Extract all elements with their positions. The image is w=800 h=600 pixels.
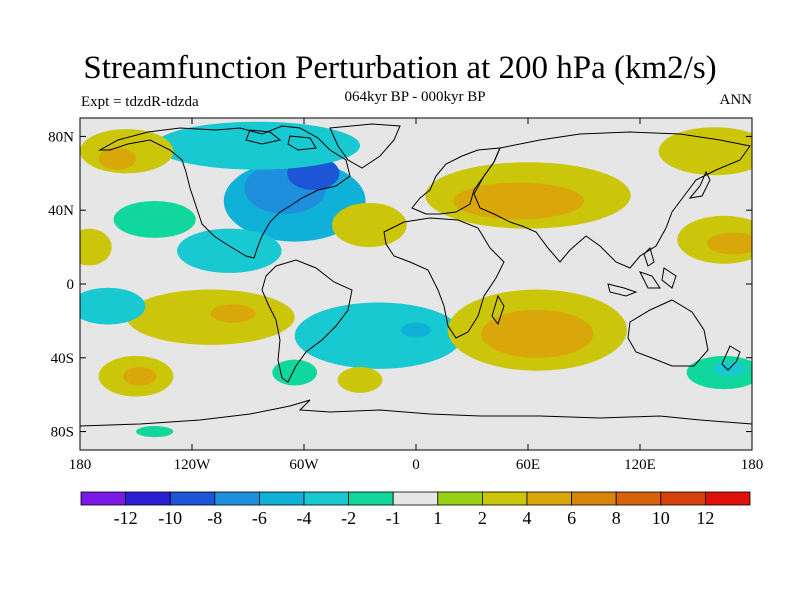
- x-tick-label: 180: [741, 457, 764, 473]
- experiment-label: Expt = tdzdR-tdzda: [81, 94, 199, 110]
- colorbar-swatch: [303, 491, 349, 506]
- colorbar-label: 12: [696, 508, 714, 528]
- colorbar-label: 10: [652, 508, 670, 528]
- y-tick-label: 80S: [51, 425, 74, 441]
- x-tick-label: 180: [69, 457, 92, 473]
- field-layer: [80, 121, 752, 438]
- y-tick-label: 80N: [48, 129, 74, 145]
- colorbar-label: -6: [252, 508, 267, 528]
- field-region-south-america-low-core: [401, 322, 431, 338]
- colorbar-swatch: [571, 491, 617, 506]
- x-tick-label: 0: [412, 457, 420, 473]
- field-region-north-pacific-high-core: [98, 147, 136, 170]
- field-region-arctic-low: [154, 121, 360, 170]
- colorbar-swatch: [80, 491, 126, 506]
- field-region-south-america-low: [294, 302, 463, 369]
- field-region-pacific-south-low: [136, 426, 174, 438]
- colorbar-label: -1: [386, 508, 401, 528]
- colorbar-label: -4: [297, 508, 312, 528]
- coastline-australia: [627, 299, 709, 367]
- colorbar-swatch: [615, 491, 662, 506]
- field-region-african-tropics-low: [406, 243, 519, 288]
- colorbar-swatch: [526, 491, 572, 506]
- colorbar-label: 4: [523, 508, 532, 528]
- season-label: ANN: [719, 92, 753, 108]
- colorbar-label: 2: [478, 508, 487, 528]
- field-region-date-line-high: [80, 228, 112, 266]
- colorbar-swatch: [169, 491, 216, 506]
- colorbar-swatch: [125, 491, 171, 506]
- colorbar-label: 1: [433, 508, 442, 528]
- coastline-asia: [473, 131, 751, 269]
- y-tick-label: 40N: [48, 203, 74, 219]
- colorbar-swatch: [214, 491, 260, 506]
- x-tick-label: 120E: [624, 457, 656, 473]
- coastline-japan: [688, 170, 711, 199]
- colorbar-label: -2: [341, 508, 356, 528]
- colorbar-label: -10: [158, 508, 182, 528]
- colorbar-label: -12: [114, 508, 138, 528]
- field-region-far-east-high: [658, 127, 752, 176]
- coastline-new-zealand: [721, 345, 741, 371]
- colorbar: -12 -10 -8 -6 -4 -2 -1 1 2 4 6 8 10 12: [80, 491, 751, 528]
- chart-title: Streamfunction Perturbation at 200 hPa (…: [83, 50, 717, 86]
- field-region-south-pacific-high-core: [210, 304, 256, 323]
- field-region-south-atlantic-high: [337, 367, 383, 393]
- colorbar-swatch: [481, 491, 528, 506]
- colorbar-label: 8: [612, 508, 621, 528]
- coastline-madagascar: [491, 294, 505, 326]
- colorbar-swatch: [705, 491, 751, 506]
- chart-subtitle: 064kyr BP - 000kyr BP: [344, 89, 486, 105]
- coastline-layer: [80, 123, 752, 427]
- coastline-greenland: [329, 123, 401, 169]
- x-tick-label: 120W: [174, 457, 212, 473]
- field-region-southern-ocean-high-core: [122, 367, 157, 386]
- coastline-arctic-islands: [245, 129, 317, 151]
- colorbar-label: -8: [207, 508, 222, 528]
- field-region-indian-ocean-high-core: [481, 309, 594, 358]
- coastline-antarctica: [80, 399, 752, 427]
- x-tick-label: 60W: [289, 457, 319, 473]
- colorbar-swatch: [392, 491, 439, 506]
- axis-layer: 180 120W 60W 0 60E 120E 180 80N 40N 0 40S 80S: [48, 118, 763, 473]
- y-tick-label: 40S: [51, 351, 74, 367]
- field-region-south-pacific-high: [126, 289, 295, 345]
- colorbar-swatch: [660, 491, 706, 506]
- field-region-west-pacific-high-core: [707, 232, 752, 255]
- field-region-northeast-atlantic-high: [332, 202, 407, 248]
- coastline-south-america: [261, 259, 353, 383]
- colorbar-swatch: [258, 491, 305, 506]
- field-region-central-asia-high-core: [453, 182, 584, 220]
- coastline-north-america: [98, 125, 351, 259]
- colorbar-label: 6: [567, 508, 576, 528]
- coastline-indonesia: [607, 247, 677, 297]
- field-region-australia-low: [630, 298, 706, 344]
- field-region-caribbean-low: [177, 228, 282, 273]
- x-tick-label: 60E: [516, 457, 540, 473]
- coastline-africa: [383, 217, 505, 339]
- field-region-tropical-pacific-low: [80, 287, 146, 325]
- colorbar-swatch: [437, 491, 483, 506]
- colorbar-swatch: [348, 491, 394, 506]
- field-region-east-pacific-low: [113, 201, 196, 238]
- y-tick-label: 0: [67, 277, 75, 293]
